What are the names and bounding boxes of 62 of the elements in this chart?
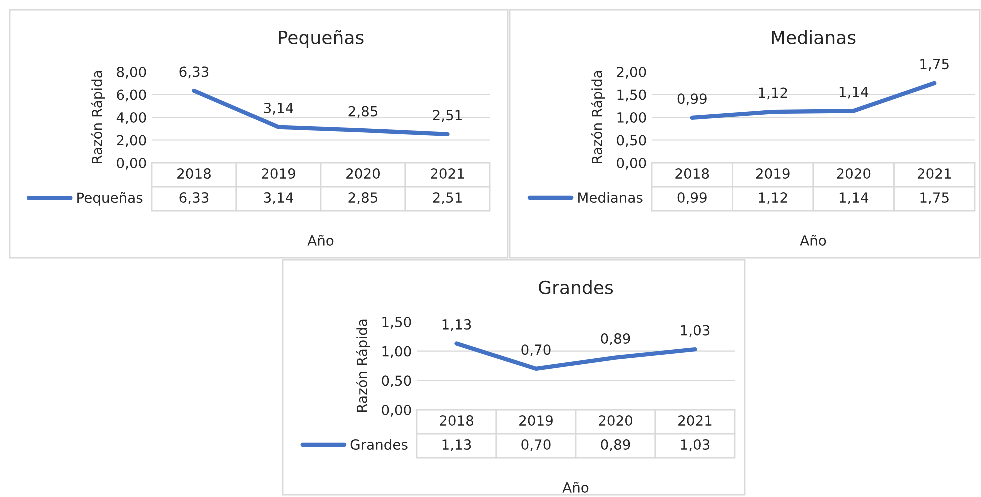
category-label: 2018 (440, 416, 474, 426)
data-label: 2,85 (348, 192, 378, 204)
y-tick-label: 1,00 (618, 112, 646, 124)
category-label: 2019 (756, 168, 790, 180)
data-label: 1,14 (840, 192, 869, 204)
y-axis-title: Razón Rápida (91, 71, 106, 164)
data-label: 0,89 (601, 440, 630, 452)
y-tick-label: 4,00 (116, 112, 146, 124)
data-label: 1,12 (759, 192, 788, 204)
text: 1,14 (840, 87, 869, 99)
data-label: 1,75 (920, 192, 949, 204)
data-label: 0,99 (678, 192, 707, 204)
category-label: 2018 (676, 168, 710, 180)
legend-label: Pequeñas (78, 192, 143, 206)
chart-title: Pequeñas (279, 30, 364, 48)
text: 6,33 (180, 66, 209, 79)
category-label: 2020 (346, 168, 380, 180)
y-tick-label: 0,00 (617, 158, 646, 170)
category-label: 2018 (178, 168, 211, 180)
y-tick-label: 6,00 (117, 90, 146, 102)
y-axis-title: Razón Rápida (356, 320, 370, 412)
category-label: 2021 (678, 416, 712, 426)
y-tick-label: 1,50 (382, 316, 412, 329)
data-label: 0,70 (522, 440, 551, 452)
data-label: 2,51 (433, 192, 462, 204)
y-tick-label: 0,50 (382, 376, 412, 388)
y-tick-label: 0,50 (617, 135, 646, 148)
y-tick-label: 0,00 (382, 404, 412, 417)
text: 3,14 (264, 102, 294, 115)
x-axis-title: Año (308, 234, 334, 246)
text: 1,03 (681, 325, 710, 338)
text: 1,75 (920, 59, 949, 71)
y-axis-title: Razón Rápida (591, 71, 606, 164)
data-label: 1,03 (681, 440, 710, 452)
data-label: 6,33 (180, 192, 209, 204)
y-tick-label: 2,00 (617, 66, 646, 79)
chart-title: Medianas (772, 30, 856, 44)
legend-label: Medianas (578, 192, 643, 204)
y-tick-label: 1,50 (618, 90, 646, 102)
category-label: 2019 (262, 168, 296, 180)
text: 1,13 (442, 319, 472, 332)
text: 2,51 (433, 110, 462, 122)
x-axis-title: Año (800, 234, 826, 246)
y-tick-label: 8,00 (117, 66, 146, 79)
legend-label: Grandes (350, 439, 408, 450)
text: 2,85 (348, 106, 378, 118)
text: 0,89 (601, 333, 630, 346)
category-label: 2019 (520, 416, 553, 426)
y-tick-label: 2,00 (117, 135, 146, 148)
category-label: 2020 (599, 416, 632, 426)
text: 1,12 (759, 88, 788, 100)
x-axis-title: Año (562, 482, 589, 493)
y-tick-label: 0,00 (117, 158, 146, 170)
category-label: 2020 (837, 168, 871, 180)
chart-title: Grandes (539, 280, 614, 294)
data-label: 3,14 (264, 192, 294, 204)
data-label: 1,13 (442, 440, 472, 452)
text: 0,99 (678, 94, 707, 106)
category-label: 2021 (431, 168, 464, 180)
y-tick-label: 1,00 (382, 346, 412, 358)
text: 0,70 (522, 344, 551, 357)
category-label: 2021 (918, 168, 952, 180)
